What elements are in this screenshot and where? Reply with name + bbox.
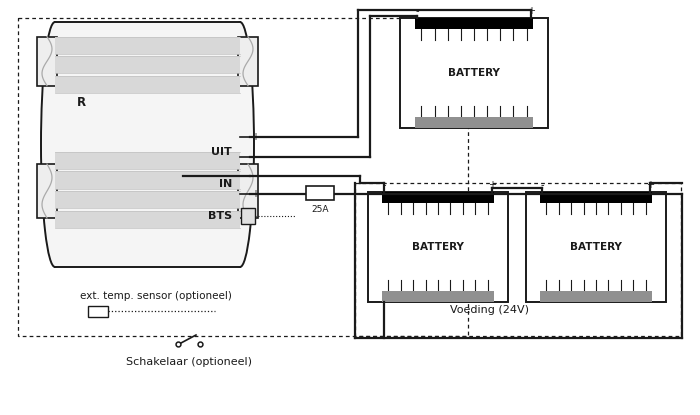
Bar [55, 152, 240, 169]
Bar [88, 306, 108, 317]
Text: -: - [415, 6, 419, 16]
Bar [37, 37, 57, 86]
Text: +: + [527, 6, 536, 16]
Bar [55, 211, 240, 228]
Text: +: + [488, 180, 496, 190]
Bar [540, 192, 652, 203]
Text: UIT: UIT [211, 147, 232, 157]
Bar [238, 37, 258, 86]
Text: -: - [382, 180, 386, 190]
Bar [382, 291, 494, 302]
Text: 25A: 25A [312, 205, 329, 213]
Text: IN: IN [218, 179, 232, 189]
Bar [382, 192, 494, 203]
Text: +: + [251, 188, 259, 198]
Bar [55, 22, 240, 267]
Text: ext. temp. sensor (optioneel): ext. temp. sensor (optioneel) [80, 291, 232, 301]
Bar [37, 164, 57, 218]
Bar [526, 192, 666, 302]
Bar [55, 76, 240, 93]
Text: R: R [77, 96, 86, 109]
Text: BTS: BTS [208, 210, 232, 220]
Bar [400, 18, 548, 128]
Bar [55, 171, 240, 188]
Text: BATTERY: BATTERY [570, 242, 622, 252]
Bar [238, 164, 258, 218]
Text: -: - [540, 180, 544, 190]
Bar [355, 183, 681, 336]
Text: +: + [646, 180, 654, 190]
Ellipse shape [41, 22, 69, 267]
Bar [368, 192, 508, 302]
Text: -: - [251, 152, 255, 162]
Bar [55, 191, 240, 208]
Text: Voeding (24V): Voeding (24V) [451, 305, 529, 315]
Bar [415, 117, 533, 128]
Bar [306, 186, 334, 200]
Text: BATTERY: BATTERY [412, 242, 464, 252]
Bar [18, 18, 468, 336]
Bar [415, 18, 533, 29]
Text: Schakelaar (optioneel): Schakelaar (optioneel) [126, 357, 252, 367]
Bar [55, 56, 240, 73]
Bar [55, 37, 240, 54]
Ellipse shape [226, 22, 254, 267]
Bar [540, 291, 652, 302]
Text: +: + [251, 132, 259, 142]
Text: BATTERY: BATTERY [448, 68, 500, 78]
Bar [241, 208, 255, 224]
Text: -: - [251, 171, 255, 181]
